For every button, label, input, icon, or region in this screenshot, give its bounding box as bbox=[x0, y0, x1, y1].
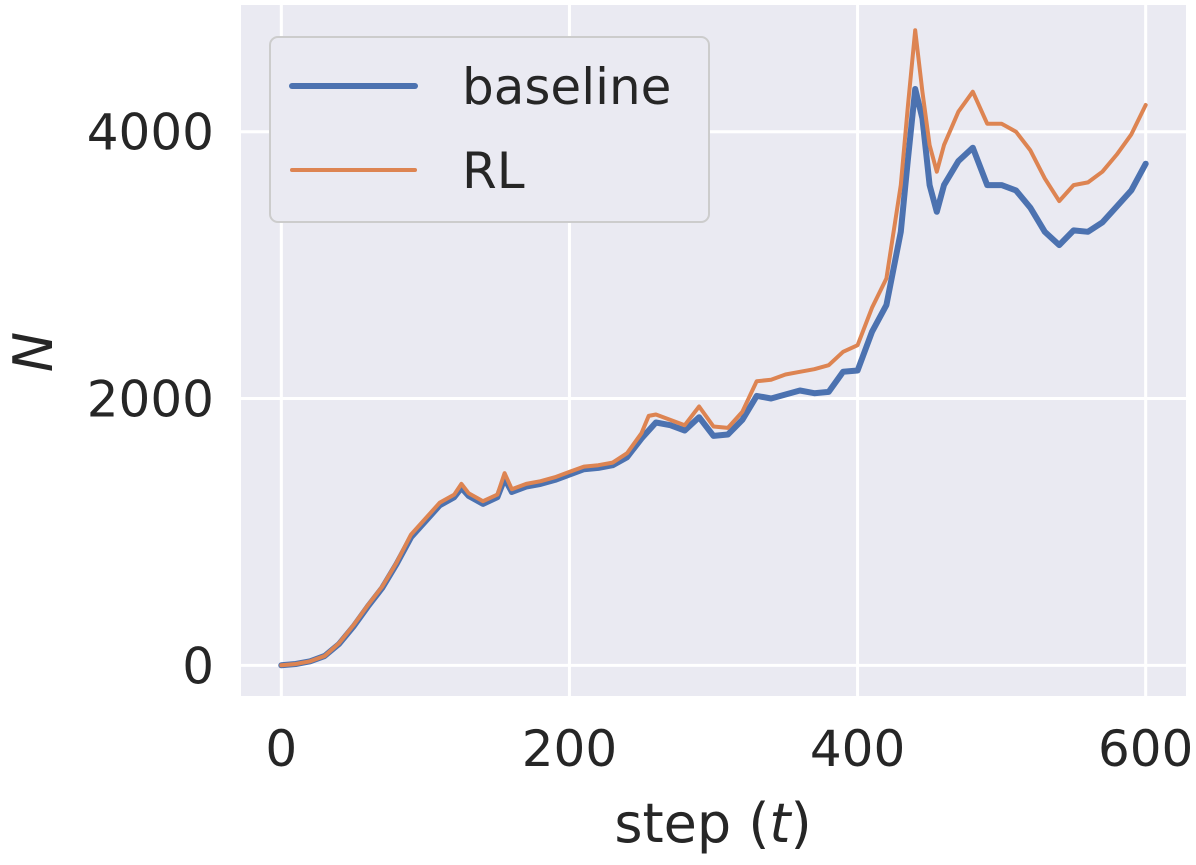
series-line-rl bbox=[279, 28, 1148, 668]
y-tick-labels: 0 2000 4000 bbox=[87, 104, 214, 696]
y-tick-label: 0 bbox=[182, 637, 214, 695]
x-axis-label-close: ) bbox=[791, 792, 812, 855]
x-axis-label-variable: t bbox=[769, 792, 792, 855]
x-tick-label: 600 bbox=[1098, 720, 1193, 778]
legend-label-baseline: baseline bbox=[462, 58, 671, 116]
x-tick-label: 400 bbox=[810, 720, 905, 778]
y-tick-label: 4000 bbox=[87, 104, 214, 162]
y-tick-label: 2000 bbox=[87, 371, 214, 429]
x-tick-labels: 0 200 400 600 bbox=[265, 720, 1193, 778]
series-layer bbox=[278, 28, 1149, 669]
legend: baseline RL bbox=[269, 36, 710, 223]
legend-label-rl: RL bbox=[462, 142, 525, 200]
x-axis-label: step (t) bbox=[614, 792, 811, 855]
x-tick-label: 200 bbox=[522, 720, 617, 778]
y-axis-label: N bbox=[2, 332, 65, 372]
x-tick-label: 0 bbox=[265, 720, 297, 778]
x-axis-label-text: step ( bbox=[614, 792, 769, 855]
